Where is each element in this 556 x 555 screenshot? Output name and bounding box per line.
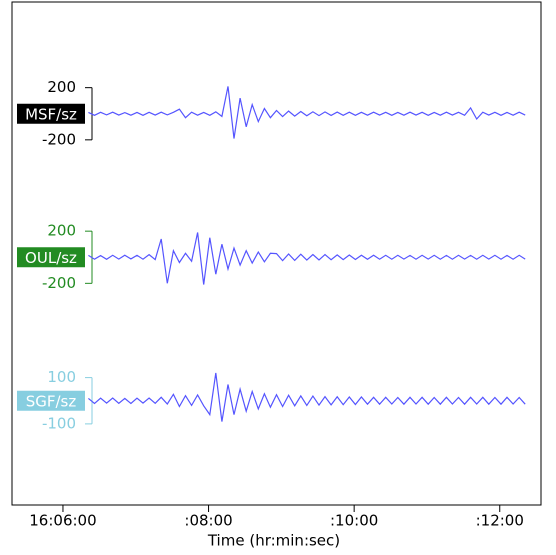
y-tick-label: -100 [42, 414, 76, 432]
channel-label-box [17, 247, 85, 268]
x-axis-label: Time (hr:min:sec) [207, 532, 340, 550]
waveform [88, 86, 526, 139]
channel-label: OUL/sz [25, 249, 77, 267]
channel-label: MSF/sz [25, 105, 77, 123]
waveform [88, 372, 526, 422]
channel-label-box [17, 103, 85, 124]
x-tick-label: :12:00 [476, 512, 524, 530]
waveform [88, 232, 526, 285]
y-tick-label: 200 [47, 222, 76, 240]
x-tick-label: 16:06:00 [29, 512, 96, 530]
y-tick-label: 200 [47, 78, 76, 96]
y-tick-label: 100 [47, 368, 76, 386]
channel-label: SGF/sz [26, 392, 77, 410]
y-tick-label: -200 [42, 130, 76, 148]
frame [11, 1, 542, 506]
channel-label-box [17, 390, 85, 411]
y-tick-label: -200 [42, 274, 76, 292]
x-tick-label: :10:00 [330, 512, 378, 530]
x-tick-label: :08:00 [184, 512, 232, 530]
